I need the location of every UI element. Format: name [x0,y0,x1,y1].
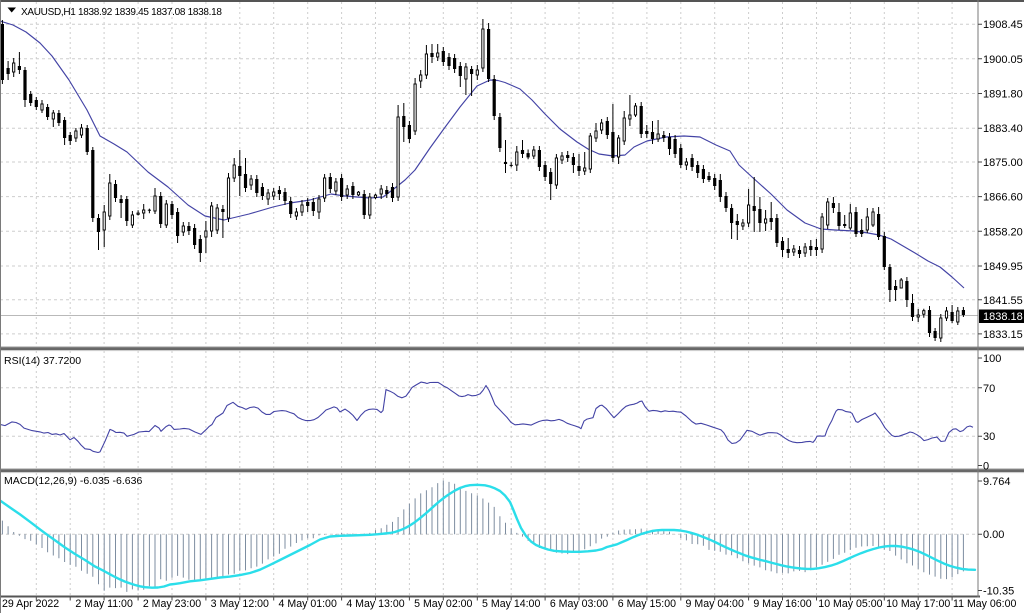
svg-text:1891.80: 1891.80 [983,89,1023,101]
svg-text:11 May 06:00: 11 May 06:00 [953,598,1017,610]
svg-text:10 May 17:00: 10 May 17:00 [886,598,950,610]
svg-text:5 May 14:00: 5 May 14:00 [482,598,540,610]
svg-text:1841.55: 1841.55 [983,295,1023,307]
svg-text:70: 70 [983,383,995,395]
svg-text:1838.18: 1838.18 [983,311,1023,323]
svg-text:MACD(12,26,9) -6.035 -6.636: MACD(12,26,9) -6.035 -6.636 [4,475,142,487]
svg-text:1866.60: 1866.60 [983,192,1023,204]
svg-text:XAUUSD,H1 1838.92 1839.45 183: XAUUSD,H1 1838.92 1839.45 1837.08 1838.1… [21,7,222,18]
svg-text:1849.95: 1849.95 [983,261,1023,273]
svg-text:9 May 04:00: 9 May 04:00 [686,598,744,610]
svg-text:29 Apr 2022: 29 Apr 2022 [2,598,59,610]
svg-text:2 May 11:00: 2 May 11:00 [75,598,133,610]
svg-text:1883.40: 1883.40 [983,123,1023,135]
svg-text:5 May 02:00: 5 May 02:00 [414,598,472,610]
svg-text:1908.45: 1908.45 [983,19,1023,31]
svg-text:9.764: 9.764 [983,476,1011,488]
svg-text:1900.05: 1900.05 [983,54,1023,66]
svg-text:30: 30 [983,431,995,443]
svg-text:1875.00: 1875.00 [983,157,1023,169]
svg-text:RSI(14) 37.7200: RSI(14) 37.7200 [4,355,81,367]
svg-text:2 May 23:00: 2 May 23:00 [143,598,201,610]
svg-text:1833.15: 1833.15 [983,329,1023,341]
svg-text:0: 0 [983,461,989,473]
svg-text:6 May 15:00: 6 May 15:00 [618,598,676,610]
svg-text:3 May 12:00: 3 May 12:00 [211,598,269,610]
svg-text:9 May 16:00: 9 May 16:00 [753,598,811,610]
svg-text:10 May 05:00: 10 May 05:00 [818,598,882,610]
svg-text:-10.35: -10.35 [983,586,1014,598]
svg-text:100: 100 [983,353,1001,365]
svg-text:6 May 03:00: 6 May 03:00 [550,598,608,610]
svg-text:0.00: 0.00 [983,529,1004,541]
svg-text:4 May 01:00: 4 May 01:00 [279,598,337,610]
svg-text:1858.20: 1858.20 [983,226,1023,238]
svg-text:4 May 13:00: 4 May 13:00 [346,598,404,610]
